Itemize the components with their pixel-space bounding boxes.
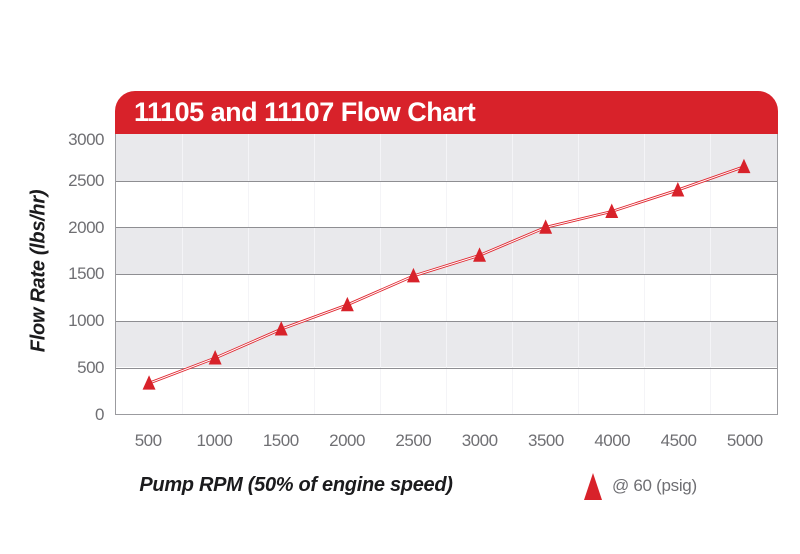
data-point-marker [340, 296, 354, 312]
data-point-marker [142, 375, 156, 390]
series-svg [142, 158, 751, 390]
x-axis-title: Pump RPM (50% of engine speed) [139, 474, 453, 496]
x-tick-label: 4500 [660, 431, 697, 450]
vertical-gridline [446, 134, 447, 414]
horizontal-gridline [116, 180, 777, 182]
y-tick-label: 500 [77, 358, 104, 377]
vertical-gridline [314, 134, 315, 414]
data-point-marker [274, 321, 288, 336]
x-tick-label: 500 [134, 431, 162, 450]
y-tick-label: 3000 [68, 130, 104, 149]
data-point-marker [208, 350, 222, 365]
horizontal-gridline [116, 274, 777, 276]
data-point-marker [539, 219, 553, 234]
y-tick-label: 1500 [68, 264, 104, 283]
x-tick-label: 3500 [528, 431, 564, 450]
vertical-gridline [182, 134, 183, 414]
data-point-marker [605, 203, 619, 218]
data-point-marker [406, 267, 420, 283]
title-banner: 11105 and 11107 Flow Chart [115, 91, 778, 134]
vertical-gridline [578, 134, 579, 414]
data-point-marker [671, 182, 685, 197]
data-point-marker [737, 158, 751, 174]
y-tick-label: 2500 [68, 171, 104, 190]
x-tick-label: 5000 [726, 431, 763, 450]
x-axis-ticks: 500 1000 1500 2000 2500 3000 3500 4000 4… [115, 430, 778, 452]
x-tick-label: 1500 [262, 431, 299, 450]
horizontal-gridline [116, 320, 777, 322]
y-tick-label: 0 [95, 405, 104, 424]
red-triangle-icon [584, 472, 602, 500]
vertical-gridline [248, 134, 249, 414]
x-tick-label: 1000 [196, 431, 233, 450]
legend: @ 60 (psig) [584, 472, 697, 500]
vertical-gridline [380, 134, 381, 414]
y-tick-label: 2000 [68, 218, 104, 237]
horizontal-gridline [116, 227, 777, 229]
data-point-marker [473, 247, 487, 262]
x-tick-label: 2000 [329, 431, 365, 450]
chart-title: 11105 and 11107 Flow Chart [134, 97, 476, 127]
y-tick-label: 1000 [68, 311, 104, 330]
y-axis-title: Flow Rate (lbs/hr) [27, 189, 50, 353]
flow-line-highlight [148, 166, 745, 384]
vertical-gridline [710, 134, 711, 414]
flow-line [148, 165, 745, 385]
legend-label: @ 60 (psig) [612, 476, 697, 495]
vertical-gridline [644, 134, 645, 414]
x-tick-label: 3000 [461, 431, 498, 450]
x-tick-label: 2500 [395, 431, 432, 450]
plot-area [115, 134, 778, 415]
horizontal-gridline [116, 367, 777, 369]
x-tick-label: 4000 [594, 431, 631, 450]
vertical-gridline [512, 134, 513, 414]
